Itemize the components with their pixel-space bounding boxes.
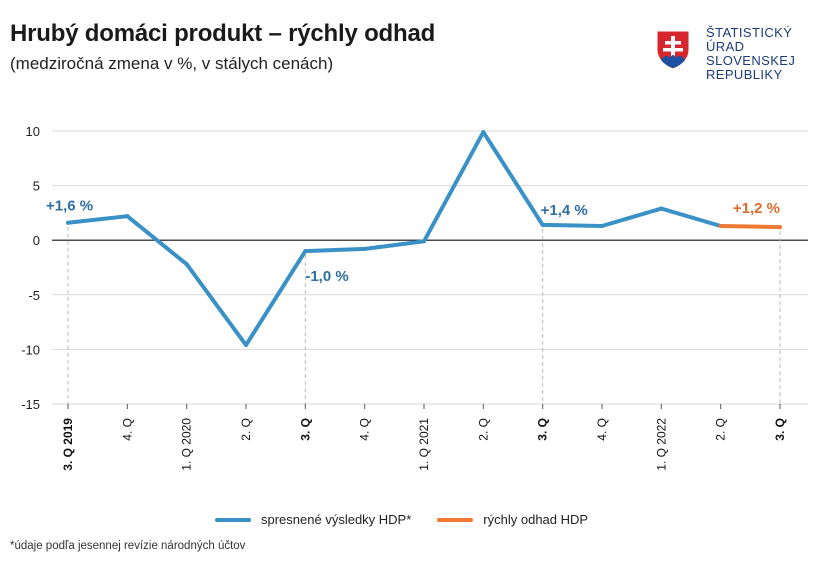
chart-legend: spresnené výsledky HDP* rýchly odhad HDP <box>215 512 614 527</box>
x-tick-label: 3. Q <box>298 418 312 441</box>
series-line-revised <box>66 130 723 348</box>
legend-swatch-blue <box>215 517 251 522</box>
data-label: -1,0 % <box>305 268 348 285</box>
data-point-flash <box>718 224 723 229</box>
logo-text: ŠTATISTICKÝ ÚRAD SLOVENSKEJ REPUBLIKY <box>706 26 795 82</box>
statistical-office-logo: ŠTATISTICKÝ ÚRAD SLOVENSKEJ REPUBLIKY <box>656 24 816 94</box>
data-point-revised <box>184 262 189 267</box>
legend-item-flash: rýchly odhad HDP <box>437 512 588 527</box>
data-point-revised <box>244 343 248 348</box>
legend-label: rýchly odhad HDP <box>483 512 589 527</box>
x-tick-label: 4. Q <box>595 418 609 441</box>
footnote: *údaje podľa jesennej revízie národných … <box>10 540 246 552</box>
data-point-flash <box>778 225 782 230</box>
y-tick-label: -10 <box>21 342 40 357</box>
chart-subtitle: (medziročná zmena v %, v stálych cenách) <box>10 54 334 73</box>
logo-line: REPUBLIKY <box>706 67 783 82</box>
coat-of-arms-icon <box>656 30 690 70</box>
data-point-revised <box>600 224 604 229</box>
data-point-revised <box>125 214 130 219</box>
x-tick-label: 1. Q 2021 <box>417 418 431 471</box>
x-tick-label: 4. Q <box>120 418 134 441</box>
legend-item-revised: spresnené výsledky HDP* <box>215 512 411 527</box>
x-tick-label: 4. Q <box>358 418 372 441</box>
logo-line: SLOVENSKEJ <box>706 53 796 68</box>
data-label: +1,2 % <box>733 200 780 217</box>
gdp-line-chart: 10 5 0 -5 -10 -15 3. Q 2019 4. Q 1. Q 2020 2. Q 3.… <box>21 124 808 471</box>
legend-swatch-orange <box>437 517 474 522</box>
y-tick-label: 10 <box>26 124 40 139</box>
y-tick-label: 5 <box>33 179 40 194</box>
y-tick-label: -5 <box>28 288 40 303</box>
x-tick-label: 3. Q <box>536 418 550 441</box>
data-point-revised <box>659 206 664 211</box>
x-tick-label: 1. Q 2022 <box>654 418 668 471</box>
x-tick-label: 2. Q <box>239 418 253 441</box>
x-tick-label: 3. Q 2019 <box>61 418 75 471</box>
data-point-revised <box>303 249 308 254</box>
data-point-revised <box>422 239 426 244</box>
data-label: +1,6 % <box>46 198 93 215</box>
chart-title: Hrubý domáci produkt – rýchly odhad <box>10 20 436 47</box>
x-tick-label: 1. Q 2020 <box>180 418 194 471</box>
data-point-revised <box>481 130 486 135</box>
series-line-flash <box>718 224 782 230</box>
logo-line: ÚRAD <box>706 39 745 54</box>
data-point-revised <box>66 220 70 225</box>
data-point-revised <box>540 222 545 227</box>
data-point-revised <box>362 246 367 251</box>
y-tick-label: -15 <box>21 397 40 412</box>
logo-line: ŠTATISTICKÝ <box>706 25 793 40</box>
x-tick-label: 2. Q <box>714 418 728 441</box>
x-tick-label: 3. Q <box>773 418 787 441</box>
y-tick-label: 0 <box>33 233 40 248</box>
legend-label: spresnené výsledky HDP* <box>261 512 412 527</box>
x-tick-label: 2. Q <box>476 418 490 441</box>
data-label: +1,4 % <box>541 202 588 219</box>
